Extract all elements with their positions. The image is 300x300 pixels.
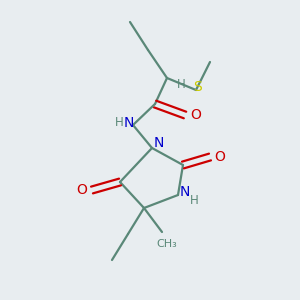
- Text: H: H: [190, 194, 198, 206]
- Text: N: N: [154, 136, 164, 150]
- Text: N: N: [124, 116, 134, 130]
- Text: H: H: [115, 116, 123, 130]
- Text: CH₃: CH₃: [157, 239, 177, 249]
- Text: H: H: [177, 77, 185, 91]
- Text: O: O: [76, 183, 87, 197]
- Text: O: O: [214, 150, 225, 164]
- Text: S: S: [194, 80, 202, 94]
- Text: N: N: [180, 185, 190, 199]
- Text: O: O: [190, 108, 201, 122]
